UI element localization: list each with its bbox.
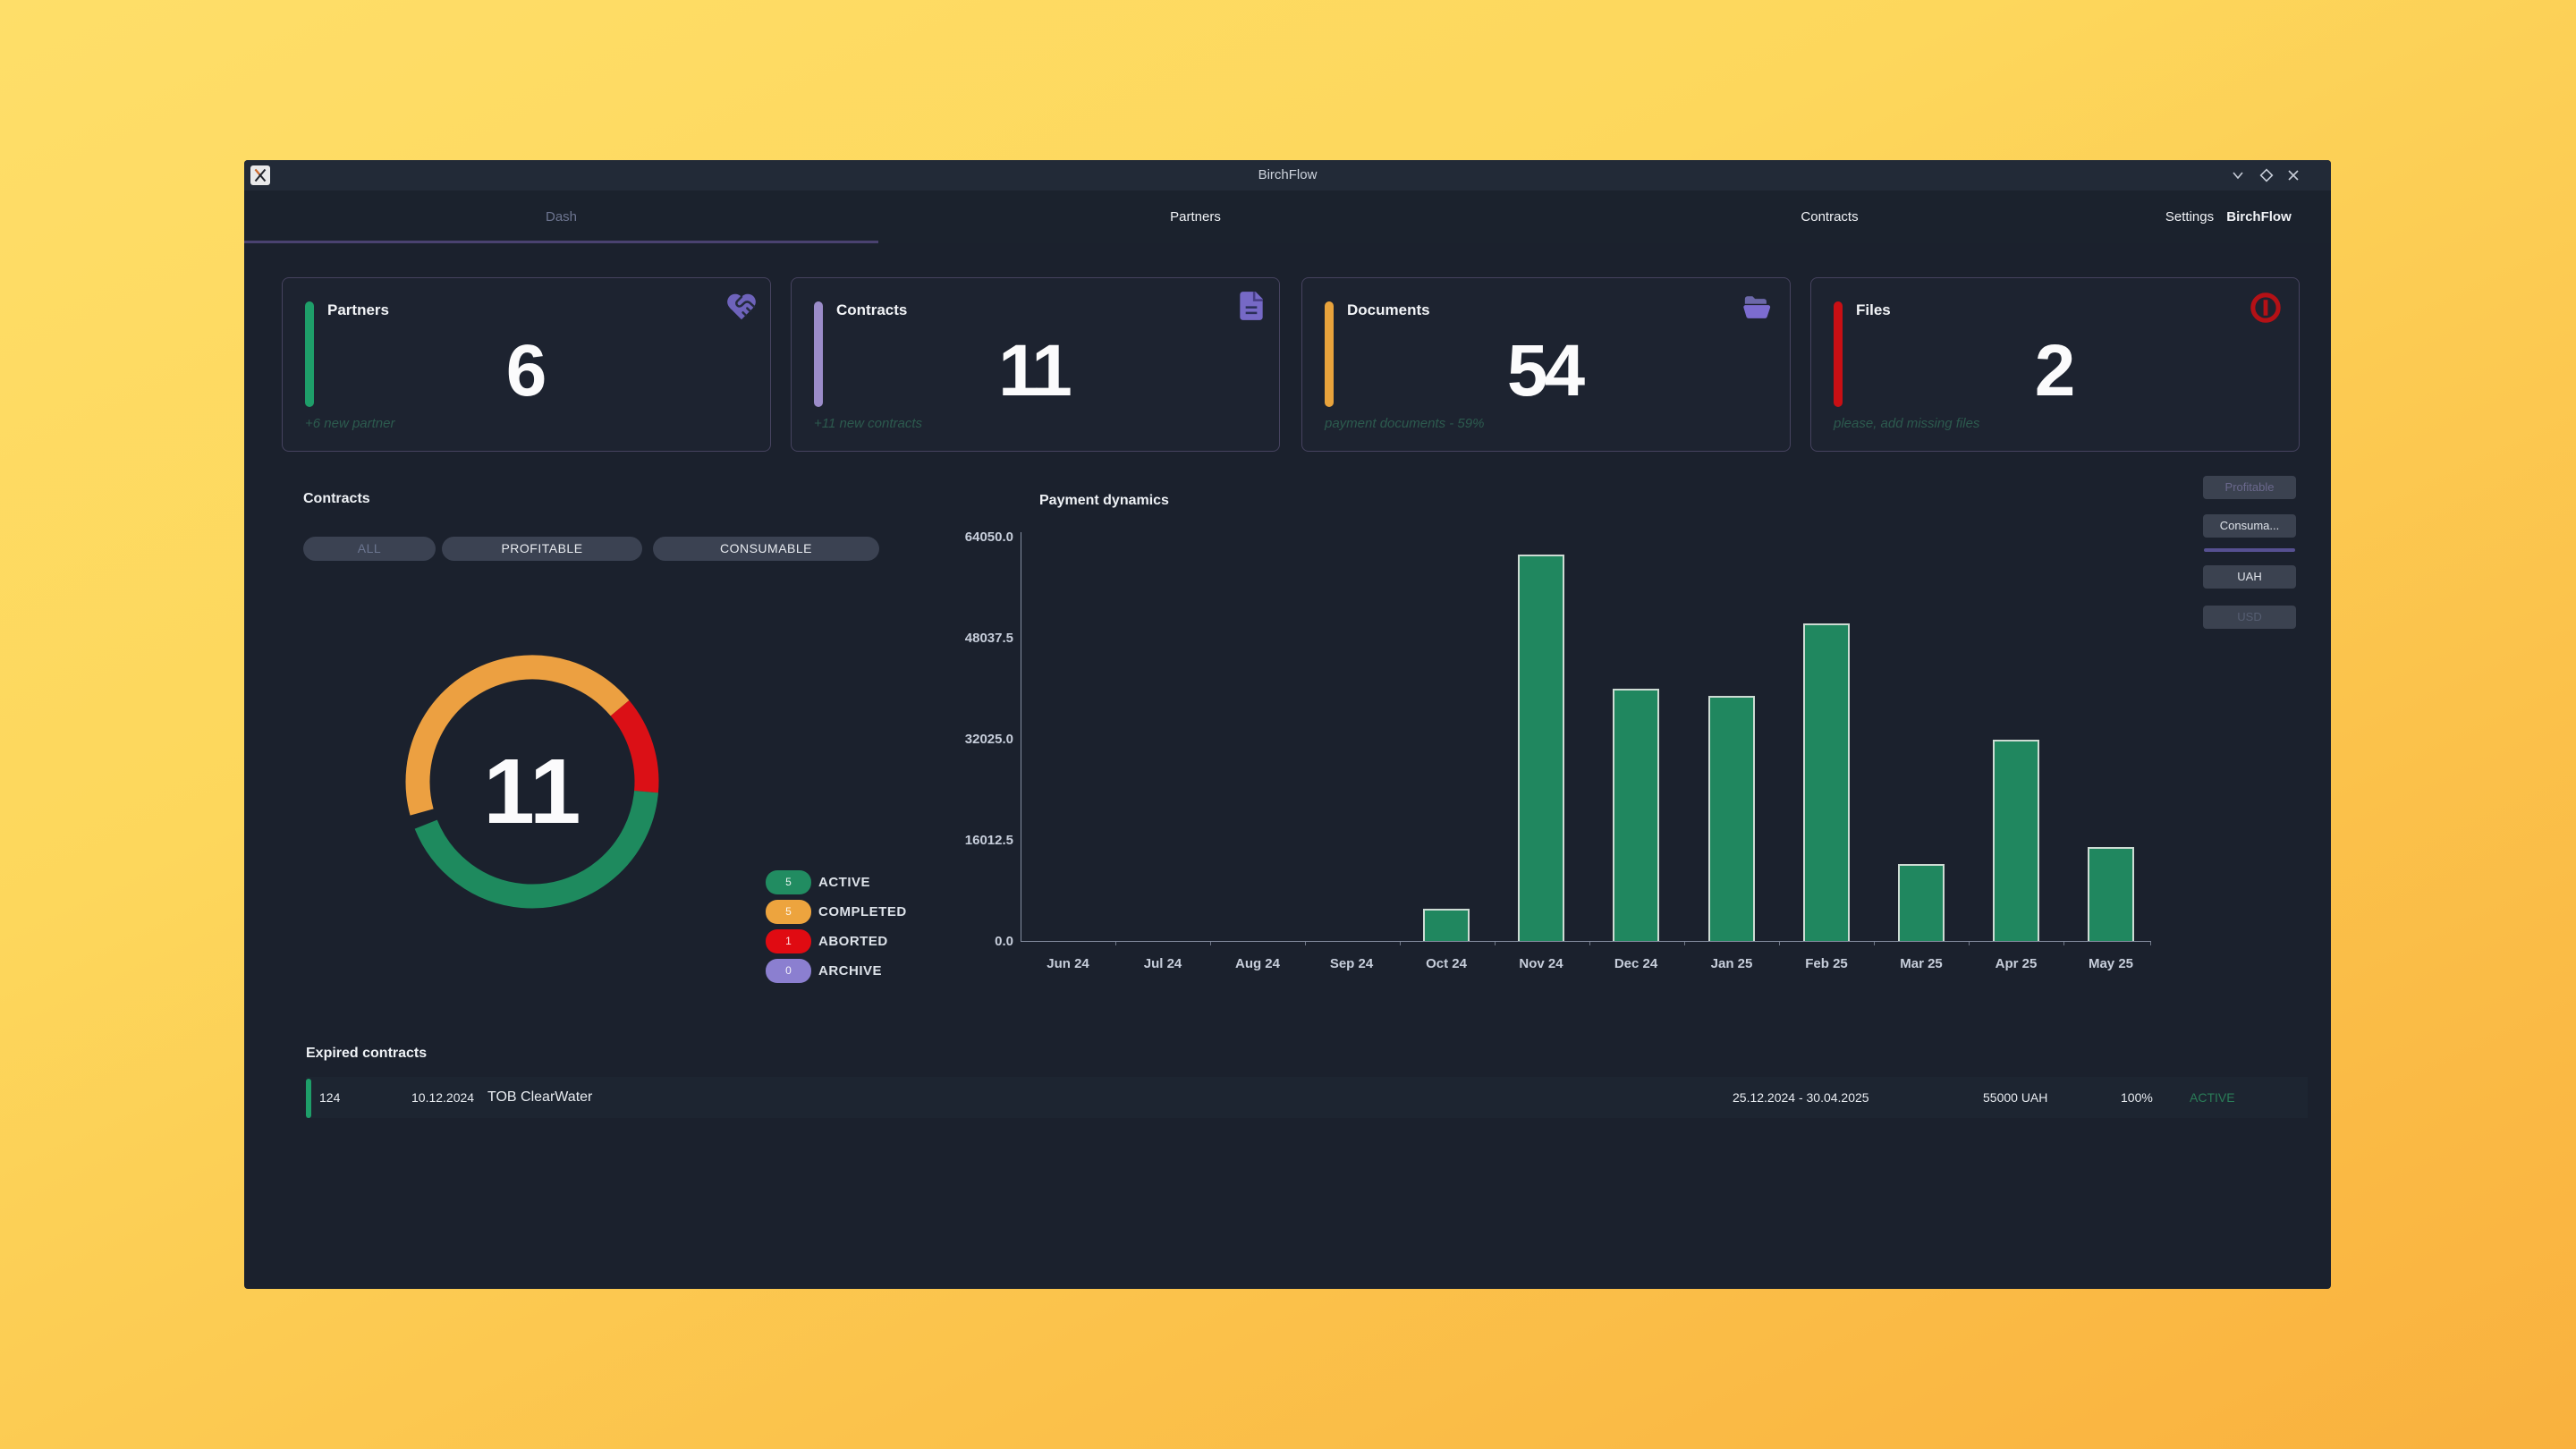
svg-text:11: 11	[484, 740, 581, 843]
